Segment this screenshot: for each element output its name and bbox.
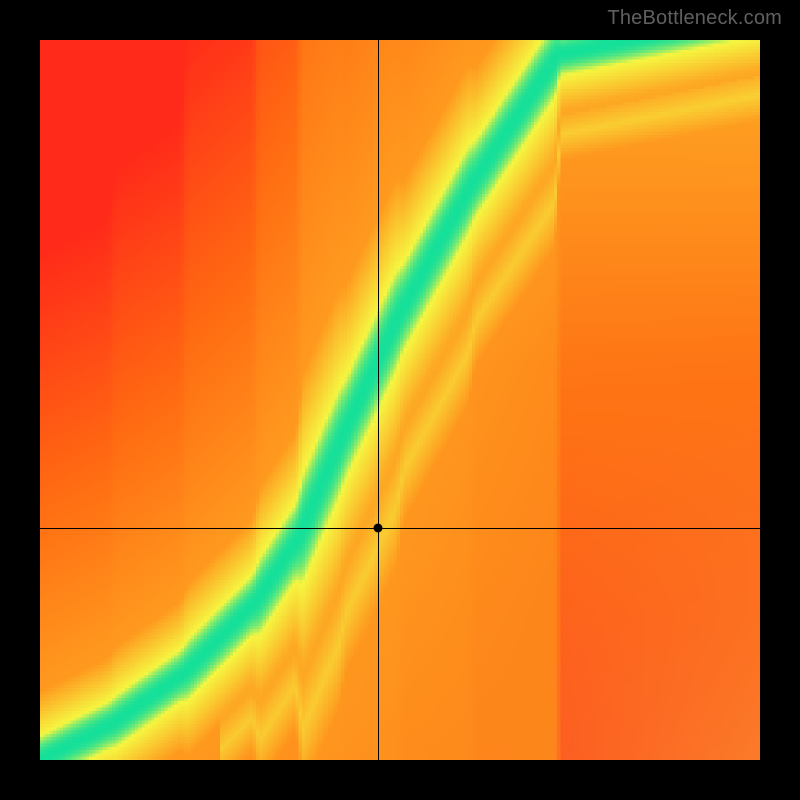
- crosshair-vertical: [378, 40, 379, 760]
- heatmap-plot: [40, 40, 760, 760]
- crosshair-horizontal: [40, 528, 760, 529]
- crosshair-marker: [374, 524, 383, 533]
- figure-container: TheBottleneck.com: [0, 0, 800, 800]
- heatmap-canvas: [40, 40, 760, 760]
- watermark-text: TheBottleneck.com: [607, 7, 782, 30]
